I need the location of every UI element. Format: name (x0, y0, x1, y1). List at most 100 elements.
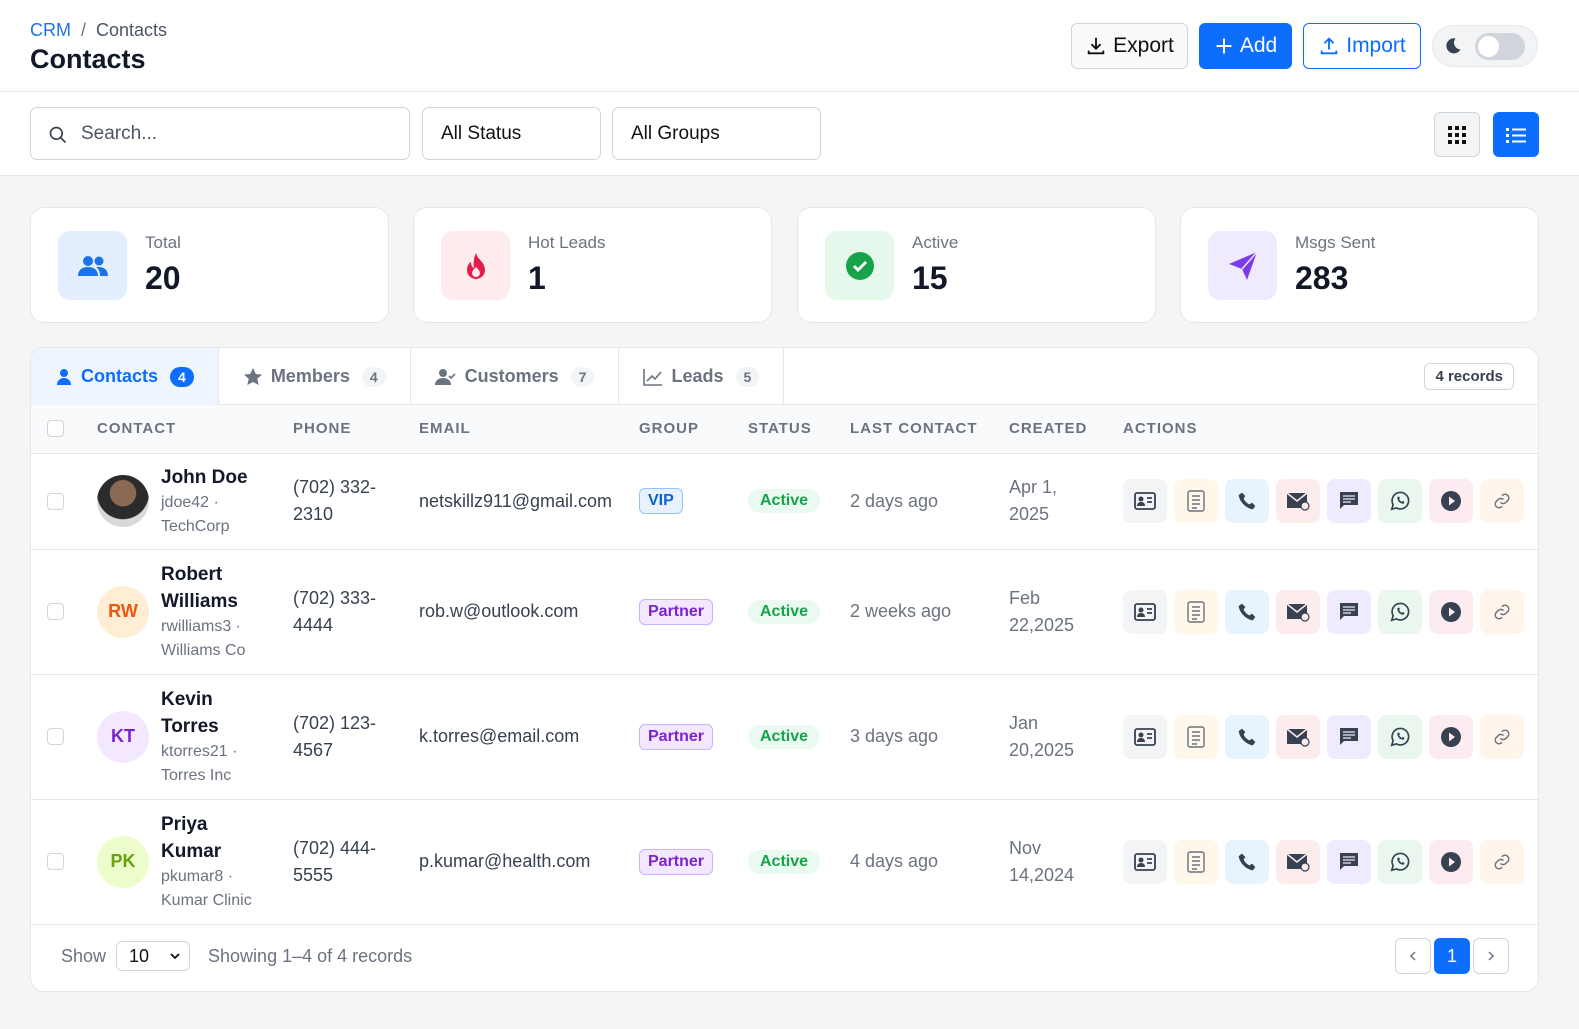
phone-cell: (702) 333-4444 (293, 549, 419, 675)
action-button[interactable] (1480, 589, 1524, 634)
filter-bar: Search... All Status All Groups (0, 92, 1579, 176)
list-view-button[interactable] (1493, 112, 1539, 157)
contact-name: Robert Williams (161, 563, 238, 612)
tab[interactable]: Customers 7 (411, 348, 620, 405)
status-cell: Active (748, 674, 850, 800)
last-contact-cell: 2 days ago (850, 453, 1009, 550)
theme-toggle[interactable] (1432, 25, 1538, 67)
page-size-select[interactable]: 10 (116, 941, 191, 971)
action-button[interactable] (1174, 589, 1218, 634)
phone: (702) 444-5555 (293, 837, 377, 885)
stat-label: Active (912, 233, 959, 252)
action-button[interactable] (1378, 479, 1422, 523)
breadcrumb-link[interactable]: CRM (30, 20, 71, 40)
action-button[interactable] (1480, 839, 1524, 884)
action-button[interactable] (1429, 839, 1473, 884)
group-badge: VIP (639, 488, 683, 514)
avatar-photo (97, 475, 149, 527)
group-cell: Partner (639, 674, 748, 800)
action-button[interactable] (1225, 479, 1269, 523)
checkbox[interactable] (47, 420, 64, 438)
search-input[interactable]: Search... (30, 107, 410, 160)
column-header: STATUS (748, 405, 850, 454)
email-cell: netskillz911@gmail.com (419, 453, 639, 550)
action-button[interactable] (1327, 714, 1371, 759)
contact-subtitle: rwilliams3 · Williams Co (161, 617, 246, 659)
contact-cell: PK Priya Kumar pkumar8 · Kumar Clinic (97, 799, 293, 925)
action-button[interactable] (1429, 479, 1473, 523)
select-all-cell (31, 405, 97, 454)
email: p.kumar@health.com (419, 851, 591, 871)
action-button[interactable] (1123, 839, 1167, 884)
created: Jan 20,2025 (1009, 712, 1075, 760)
contact-row: PK Priya Kumar pkumar8 · Kumar Clinic (702)… (31, 799, 1538, 925)
column-header: GROUP (639, 405, 748, 454)
stat-card: Hot Leads 1 (413, 207, 772, 323)
tab-icon (55, 368, 73, 386)
action-button[interactable] (1378, 589, 1422, 634)
contact-text: Kevin Torres ktorres21 · Torres Inc (161, 686, 261, 788)
next-page[interactable] (1473, 938, 1509, 974)
breadcrumb: CRM / Contacts (30, 20, 167, 41)
checkbox[interactable] (47, 853, 64, 870)
action-button[interactable] (1276, 839, 1320, 884)
records-summary: Showing 1–4 of 4 records (208, 945, 413, 966)
tab-count: 5 (735, 366, 760, 387)
tab[interactable]: Members 4 (219, 348, 411, 405)
contacts-table: CONTACT PHONE EMAIL GROUP STATUS LAST CONTACT… (31, 405, 1538, 925)
status-filter[interactable]: All Status (422, 107, 601, 160)
checkbox[interactable] (47, 492, 64, 510)
switch-knob (1478, 36, 1499, 57)
add-button[interactable]: Add (1199, 23, 1292, 69)
tab-label: Leads (671, 366, 724, 386)
action-button[interactable] (1378, 839, 1422, 884)
checkbox[interactable] (47, 603, 64, 620)
tab[interactable]: Leads 5 (619, 348, 785, 405)
email: netskillz911@gmail.com (419, 490, 613, 511)
select-cell (31, 453, 97, 550)
action-button[interactable] (1225, 839, 1269, 884)
action-button[interactable] (1174, 839, 1218, 884)
checkbox[interactable] (47, 728, 64, 745)
export-label: Export (1113, 34, 1174, 57)
action-button[interactable] (1174, 479, 1218, 523)
action-button[interactable] (1480, 714, 1524, 759)
action-button[interactable] (1378, 714, 1422, 759)
last-contact: 2 weeks ago (850, 601, 952, 621)
grid-view-button[interactable] (1434, 112, 1480, 157)
action-button[interactable] (1225, 714, 1269, 759)
search-placeholder: Search... (81, 122, 158, 144)
contact-subtitle: pkumar8 · Kumar Clinic (161, 867, 252, 909)
stat-label: Hot Leads (528, 233, 606, 252)
action-button[interactable] (1429, 714, 1473, 759)
action-button[interactable] (1123, 479, 1167, 523)
group-badge: Partner (639, 598, 714, 625)
action-button[interactable] (1327, 839, 1371, 884)
page-size: 10 (129, 945, 150, 966)
action-button[interactable] (1276, 589, 1320, 634)
email: k.torres@email.com (419, 726, 580, 746)
action-button[interactable] (1327, 479, 1371, 523)
action-button[interactable] (1225, 589, 1269, 634)
prev-page[interactable] (1395, 938, 1431, 974)
status-filter-label: All Status (441, 122, 522, 144)
action-button[interactable] (1123, 589, 1167, 634)
action-button[interactable] (1276, 479, 1320, 523)
column-header: EMAIL (419, 405, 639, 454)
action-button[interactable] (1327, 589, 1371, 634)
action-button[interactable] (1480, 479, 1524, 523)
import-button[interactable]: Import (1303, 23, 1421, 69)
top-bar: CRM / Contacts Contacts Export Add Import (0, 0, 1579, 92)
created: Feb 22,2025 (1009, 587, 1075, 635)
action-button[interactable] (1174, 714, 1218, 759)
tab[interactable]: Contacts 4 (31, 348, 219, 405)
action-button[interactable] (1429, 589, 1473, 634)
tab-label: Customers (464, 366, 559, 386)
action-button[interactable] (1123, 714, 1167, 759)
current-page[interactable]: 1 (1434, 938, 1470, 974)
export-button[interactable]: Export (1071, 23, 1188, 69)
action-button[interactable] (1276, 714, 1320, 759)
status-cell: Active (748, 549, 850, 675)
group-filter[interactable]: All Groups (612, 107, 821, 160)
created-cell: Nov 14,2024 (1009, 799, 1123, 925)
